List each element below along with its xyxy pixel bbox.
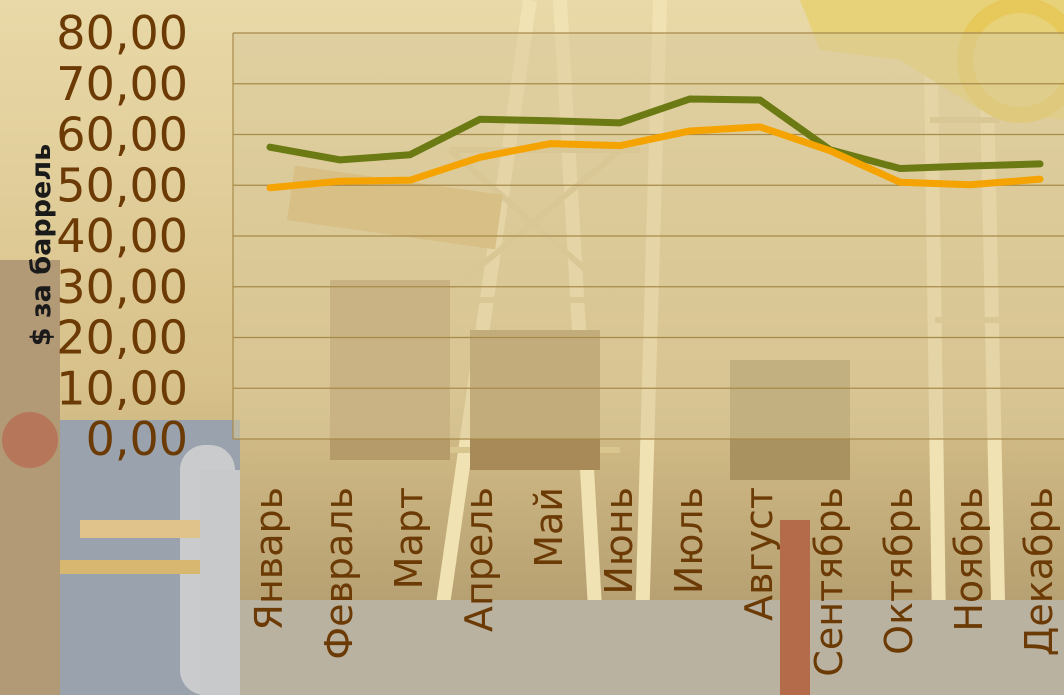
y-tick-label: 60,00 [56,108,188,162]
x-tick-label: Январь [247,487,291,630]
series-line-1 [266,95,1044,173]
y-axis-title: $ за баррель [26,144,57,346]
x-tick-label: Апрель [457,487,501,632]
x-tick-label: Февраль [317,487,361,660]
y-tick-label: 40,00 [56,209,188,263]
x-tick-label: Март [387,487,431,589]
y-tick-label: 0,00 [86,412,188,466]
x-tick-label: Май [527,487,571,568]
x-tick-label: Октябрь [877,487,921,655]
x-tick-label: Август [737,487,781,621]
y-tick-label: 30,00 [56,260,188,314]
x-tick-label: Июль [667,487,711,594]
y-tick-label: 50,00 [56,158,188,212]
series-lines [266,95,1044,192]
series-line-2 [266,123,1044,192]
gridlines [232,32,1064,440]
y-tick-label: 10,00 [56,361,188,415]
y-tick-label: 80,00 [56,6,188,60]
x-axis-ticks: Январь Февраль Март Апрель Май Июнь Июль Август… [247,487,1061,677]
x-tick-label: Июнь [597,487,641,595]
y-axis-ticks: 0,0010,0020,0030,0040,0050,0060,0070,008… [56,6,188,466]
y-tick-label: 20,00 [56,311,188,365]
x-tick-label: Ноябрь [947,487,991,632]
x-tick-label: Декабрь [1017,487,1061,656]
y-tick-label: 70,00 [56,57,188,111]
x-tick-label: Сентябрь [807,487,851,677]
